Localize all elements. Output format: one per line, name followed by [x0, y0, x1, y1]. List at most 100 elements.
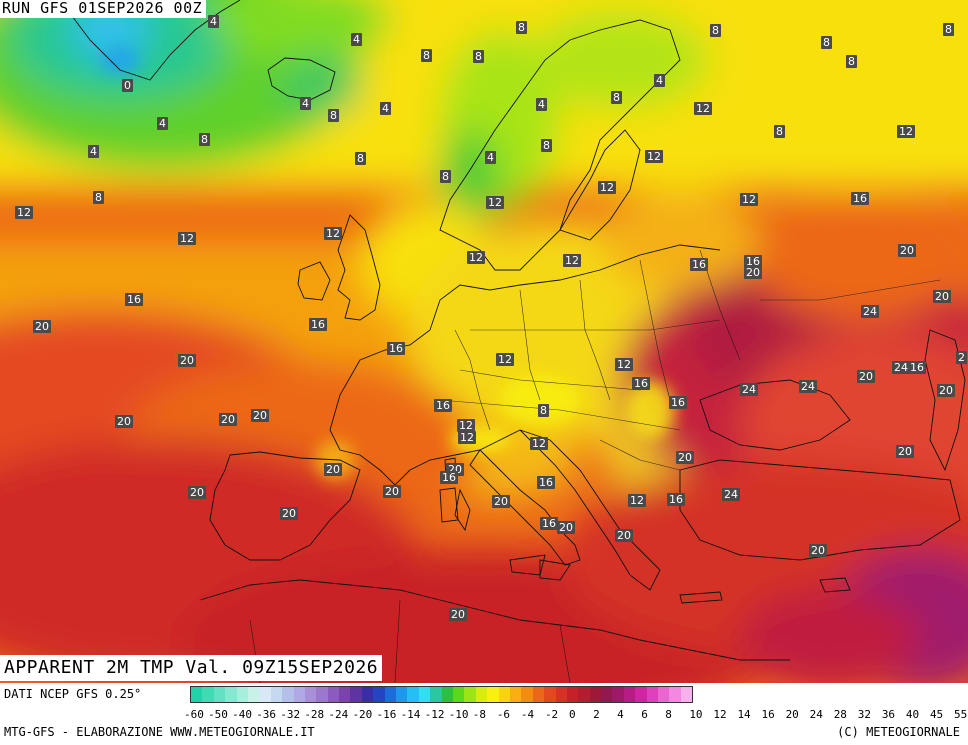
isotherm-label: 20: [383, 485, 401, 498]
color-swatch: [247, 687, 260, 702]
isotherm-label: 12: [486, 196, 504, 209]
color-scale-bar: [190, 686, 694, 703]
colorbar-tick-label: -50: [208, 708, 228, 721]
isotherm-label: 20: [219, 413, 237, 426]
colorbar-tick-label: 8: [665, 708, 672, 721]
isotherm-label: 4: [157, 117, 168, 130]
colorbar-tick-label: -2: [544, 708, 559, 721]
isotherm-label: 16: [537, 476, 555, 489]
colorbar-tick-label: -32: [280, 708, 301, 721]
color-swatch: [589, 687, 602, 702]
colorbar-tick-label: -14: [400, 708, 421, 721]
isotherm-label: 12: [694, 102, 712, 115]
isotherm-label: 8: [774, 125, 785, 138]
isotherm-label: 20: [115, 415, 133, 428]
color-swatch: [373, 687, 385, 702]
color-swatch: [316, 687, 328, 702]
map-field: [0, 0, 968, 683]
isotherm-label: 24: [892, 361, 910, 374]
colorbar-tick-label: -6: [496, 708, 511, 721]
isotherm-label: 0: [122, 79, 133, 92]
color-swatch: [259, 687, 271, 702]
color-swatch: [669, 687, 681, 702]
color-swatch: [430, 687, 442, 702]
isotherm-label: 20: [188, 486, 206, 499]
color-swatch: [202, 687, 214, 702]
colorbar-tick-label: 55: [954, 708, 968, 721]
colorbar-tick-label: -12: [424, 708, 445, 721]
color-swatch: [384, 687, 397, 702]
isotherm-label: 16: [440, 471, 458, 484]
colorbar-tick-label: -36: [256, 708, 277, 721]
color-swatch: [407, 687, 419, 702]
color-swatch: [236, 687, 248, 702]
isotherm-label: 12: [598, 181, 616, 194]
isotherm-label: 20: [280, 507, 298, 520]
isotherm-label: 16: [387, 342, 405, 355]
data-source: DATI NCEP GFS 0.25°: [4, 687, 142, 701]
isotherm-label: 16: [632, 377, 650, 390]
color-swatch: [213, 687, 226, 702]
isotherm-label: 4: [536, 98, 547, 111]
isotherm-label: 12: [645, 150, 663, 163]
color-swatch: [327, 687, 340, 702]
isotherm-label: 20: [251, 409, 269, 422]
isotherm-label: 24: [861, 305, 879, 318]
isotherm-label: 24: [740, 383, 758, 396]
isotherm-label: 8: [943, 23, 954, 36]
colorbar-tick-label: 24: [809, 708, 823, 721]
colorbar-tick-label: 0: [569, 708, 576, 721]
isotherm-label: 20: [744, 266, 762, 279]
isotherm-label: 24: [799, 380, 817, 393]
isotherm-label: 8: [440, 170, 451, 183]
footer: DATI NCEP GFS 0.25° -60 -50 -40 -36 -32 -28 -2…: [0, 683, 968, 745]
color-swatch: [464, 687, 476, 702]
isotherm-label: 8: [710, 24, 721, 37]
isotherm-label: 16: [540, 517, 558, 530]
isotherm-label: 20: [676, 451, 694, 464]
isotherm-label: 8: [538, 404, 549, 417]
isotherm-label: 12: [467, 251, 485, 264]
colorbar-tick-label: 4: [617, 708, 624, 721]
color-swatch: [191, 687, 203, 702]
isotherm-label: 20: [896, 445, 914, 458]
colorbar-tick-label: 6: [641, 708, 648, 721]
isotherm-label: 16: [125, 293, 143, 306]
colorbar-tick-label: -60: [184, 708, 204, 721]
isotherm-label: 4: [485, 151, 496, 164]
isotherm-label: 16: [744, 255, 762, 268]
colorbar-tick-label: -28: [304, 708, 325, 721]
isotherm-label: 8: [421, 49, 432, 62]
colorbar-tick-label: 20: [785, 708, 799, 721]
colorbar-tick-label: -10: [448, 708, 469, 721]
isotherm-label: 12: [740, 193, 758, 206]
isotherm-label: 8: [199, 133, 210, 146]
color-swatch: [361, 687, 374, 702]
isotherm-label: 20: [898, 244, 916, 257]
isotherm-label: 8: [846, 55, 857, 68]
color-swatch: [396, 687, 408, 702]
colorbar-tick-label: 14: [737, 708, 751, 721]
isotherm-label: 8: [473, 50, 484, 63]
isotherm-label: 20: [178, 354, 196, 367]
isotherm-label: 16: [667, 493, 685, 506]
run-label: RUN GFS 01SEP2026 00Z: [0, 0, 207, 18]
isotherm-label: 20: [809, 544, 827, 557]
isotherm-label: 12: [628, 494, 646, 507]
isotherm-label: 12: [496, 353, 514, 366]
color-swatch: [270, 687, 283, 702]
colorbar-tick-label: -16: [376, 708, 397, 721]
isotherm-label: 20: [33, 320, 51, 333]
isotherm-label: 12: [563, 254, 581, 267]
isotherm-label: 16: [669, 396, 687, 409]
isotherm-label: 12: [324, 227, 342, 240]
colorbar-tick-label: 2: [593, 708, 600, 721]
color-swatch: [304, 687, 317, 702]
isotherm-label: 4: [208, 15, 219, 28]
copyright-text: (C) METEOGIORNALE: [837, 725, 960, 739]
isotherm-label: 20: [492, 495, 510, 508]
color-swatch: [555, 687, 567, 702]
isotherm-label: 4: [654, 74, 665, 87]
colorbar-tick-label: 10: [689, 708, 703, 721]
color-swatch: [350, 687, 362, 702]
